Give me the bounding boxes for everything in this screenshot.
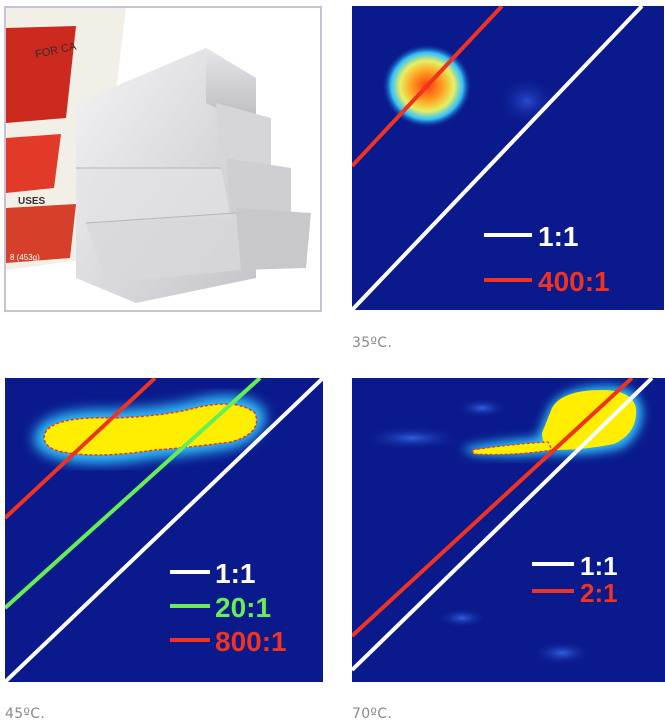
ratio-line-1-1 — [352, 6, 644, 310]
legend-label-3: 800:1 — [215, 626, 287, 657]
legend-label-1: 1:1 — [538, 221, 578, 252]
heatmap-background — [352, 6, 664, 310]
ratio-line-2-1 — [352, 378, 634, 638]
caption-70c: 70ºC. — [352, 706, 393, 722]
ratio-line-1-1 — [352, 378, 654, 672]
legend-label-2: 400:1 — [538, 266, 610, 297]
caption-45c: 45ºC. — [5, 706, 46, 722]
legend-label-1: 1:1 — [580, 551, 618, 581]
caption-35c: 35ºC. — [352, 335, 393, 351]
heatmap-35c: 1:1 400:1 — [352, 6, 664, 310]
legend-label-1: 1:1 — [215, 558, 255, 589]
ratio-line-800-1 — [5, 378, 157, 520]
wax-blocks-illustration: FOR CA USES 8 (453g) — [6, 8, 320, 310]
box-text-3: 8 (453g) — [10, 253, 40, 262]
ratio-line-400-1 — [352, 6, 504, 168]
hot-region — [43, 403, 258, 456]
legend-label-2: 2:1 — [580, 578, 618, 608]
paraffin-wax-photo: FOR CA USES 8 (453g) — [4, 6, 322, 312]
heatmap-45c: 1:1 20:1 800:1 — [5, 378, 323, 682]
heatmap-70c: 1:1 2:1 — [352, 378, 665, 682]
ratio-line-20-1 — [5, 378, 262, 610]
box-text-2: USES — [18, 196, 46, 207]
legend-label-2: 20:1 — [215, 592, 271, 623]
ratio-line-1-1 — [5, 378, 323, 682]
